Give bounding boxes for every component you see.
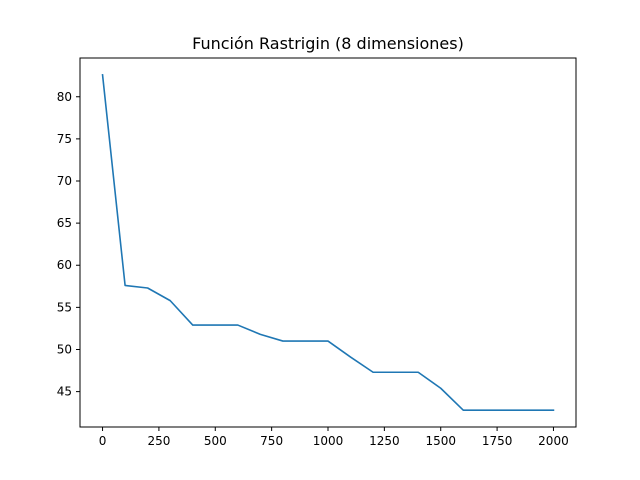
chart-title: Función Rastrigin (8 dimensiones) [192, 34, 464, 53]
x-tick-label: 1000 [313, 434, 344, 448]
x-tick-label: 1250 [369, 434, 400, 448]
x-tick-label: 750 [260, 434, 283, 448]
y-tick-label: 70 [57, 174, 72, 188]
y-tick-label: 60 [57, 258, 72, 272]
series-line [101, 73, 555, 411]
x-tick-label: 250 [147, 434, 170, 448]
y-tick-label: 65 [57, 216, 72, 230]
y-tick-label: 45 [57, 385, 72, 399]
y-tick-label: 80 [57, 90, 72, 104]
y-tick-label: 75 [57, 132, 72, 146]
y-tick-label: 50 [57, 342, 72, 356]
x-tick-label: 1750 [482, 434, 513, 448]
x-tick-label: 1500 [425, 434, 456, 448]
y-tick-label: 55 [57, 300, 72, 314]
x-tick-label: 2000 [538, 434, 569, 448]
x-tick-label: 500 [204, 434, 227, 448]
x-axis: 0 250 500 750 1000 1250 1500 1750 2000 [99, 427, 569, 448]
x-tick-label: 0 [99, 434, 107, 448]
plot-frame [79, 57, 577, 428]
y-axis: 45 50 55 60 65 70 75 80 [57, 90, 80, 399]
